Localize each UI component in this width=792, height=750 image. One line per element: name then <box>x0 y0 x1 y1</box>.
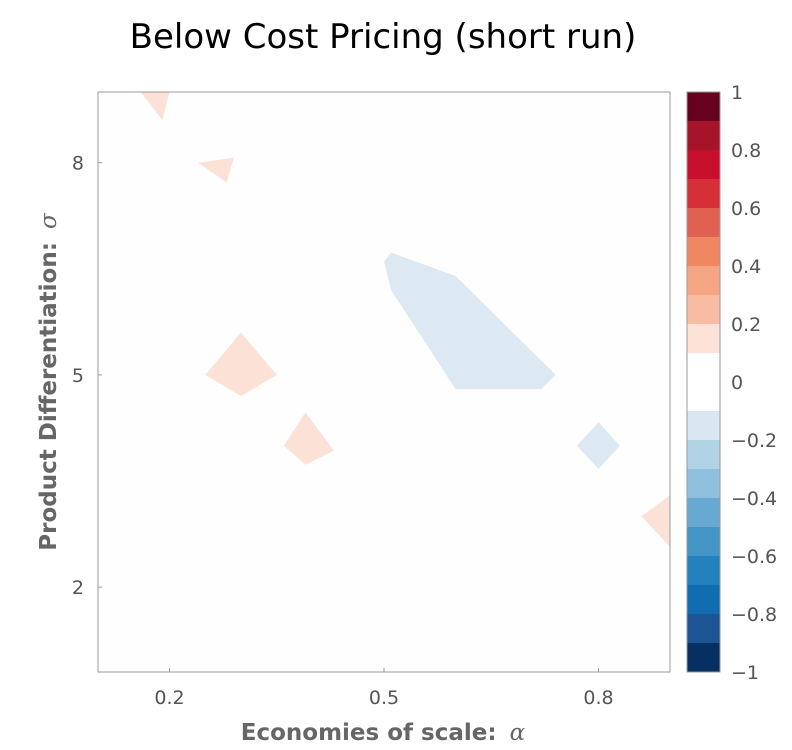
colorbar-tick-label: 0 <box>731 372 743 394</box>
colorbar-tick-label: 0.6 <box>731 198 761 220</box>
contour-region-bottom-right <box>641 495 670 547</box>
colorbar-segment <box>687 411 720 441</box>
colorbar-tick-label: 1 <box>731 82 743 104</box>
contour-region-center-blue <box>384 252 556 390</box>
colorbar-tick-label: −0.6 <box>731 546 777 568</box>
colorbar-segment <box>687 295 720 325</box>
colorbar-segment <box>687 353 720 412</box>
colorbar-segment <box>687 237 720 267</box>
colorbar-segment <box>687 179 720 209</box>
plot-background <box>98 92 670 672</box>
colorbar-segment <box>687 585 720 615</box>
colorbar-tick-label: −0.2 <box>731 430 777 452</box>
contour-region-upper-left <box>198 157 234 183</box>
x-tick-label: 0.2 <box>154 687 184 709</box>
colorbar-tick-label: 0.4 <box>731 256 761 278</box>
colorbar-tick-label: −0.4 <box>731 488 777 510</box>
colorbar-segment <box>687 324 720 354</box>
colorbar-segment <box>687 266 720 296</box>
y-axis-label-text: Product Differentiation: <box>36 242 62 551</box>
colorbar-tick-label: 0.8 <box>731 140 761 162</box>
colorbar-segment <box>687 208 720 238</box>
colorbar-tick-label: 0.2 <box>731 314 761 336</box>
x-axis-label-text: Economies of scale: <box>241 720 497 746</box>
y-axis-label: Product Differentiation: σ <box>36 212 62 551</box>
x-tick-label: 0.5 <box>369 687 399 709</box>
colorbar-ticks: 1 0.8 0.6 0.4 0.2 0 −0.2 −0.4 −0.6 −0.8 −1 <box>731 82 777 684</box>
colorbar-segment <box>687 498 720 528</box>
x-axis-label: Economies of scale: α <box>241 720 526 746</box>
y-tick-label: 5 <box>72 365 84 387</box>
y-tick-label: 2 <box>72 577 84 599</box>
y-axis-label-symbol: σ <box>36 212 62 229</box>
colorbar-segment <box>687 440 720 470</box>
contour-region-lower-left <box>283 412 334 465</box>
colorbar-segment <box>687 469 720 499</box>
colorbar-segment <box>687 92 720 122</box>
chart-title: Below Cost Pricing (short run) <box>130 17 637 57</box>
colorbar-segment <box>687 121 720 151</box>
colorbar-segment <box>687 150 720 180</box>
contour-region-top-left <box>140 92 170 121</box>
x-tick-label: 0.8 <box>583 687 613 709</box>
y-tick-label: 8 <box>72 153 84 175</box>
y-axis-ticks: 2 5 8 <box>72 153 102 599</box>
colorbar-segment <box>687 527 720 557</box>
colorbar-segment <box>687 643 720 673</box>
colorbar-tick-label: −1 <box>731 662 759 684</box>
contour-regions <box>140 92 670 547</box>
colorbar-tick-label: −0.8 <box>731 604 777 626</box>
contour-region-center-left <box>205 332 277 397</box>
colorbar-frame <box>686 91 721 673</box>
colorbar <box>687 92 720 673</box>
contour-region-right-blue <box>577 422 620 469</box>
colorbar-segment <box>687 614 720 644</box>
x-axis-label-symbol: α <box>510 720 526 746</box>
x-axis-ticks: 0.2 0.5 0.8 <box>154 668 614 709</box>
colorbar-segment <box>687 556 720 586</box>
